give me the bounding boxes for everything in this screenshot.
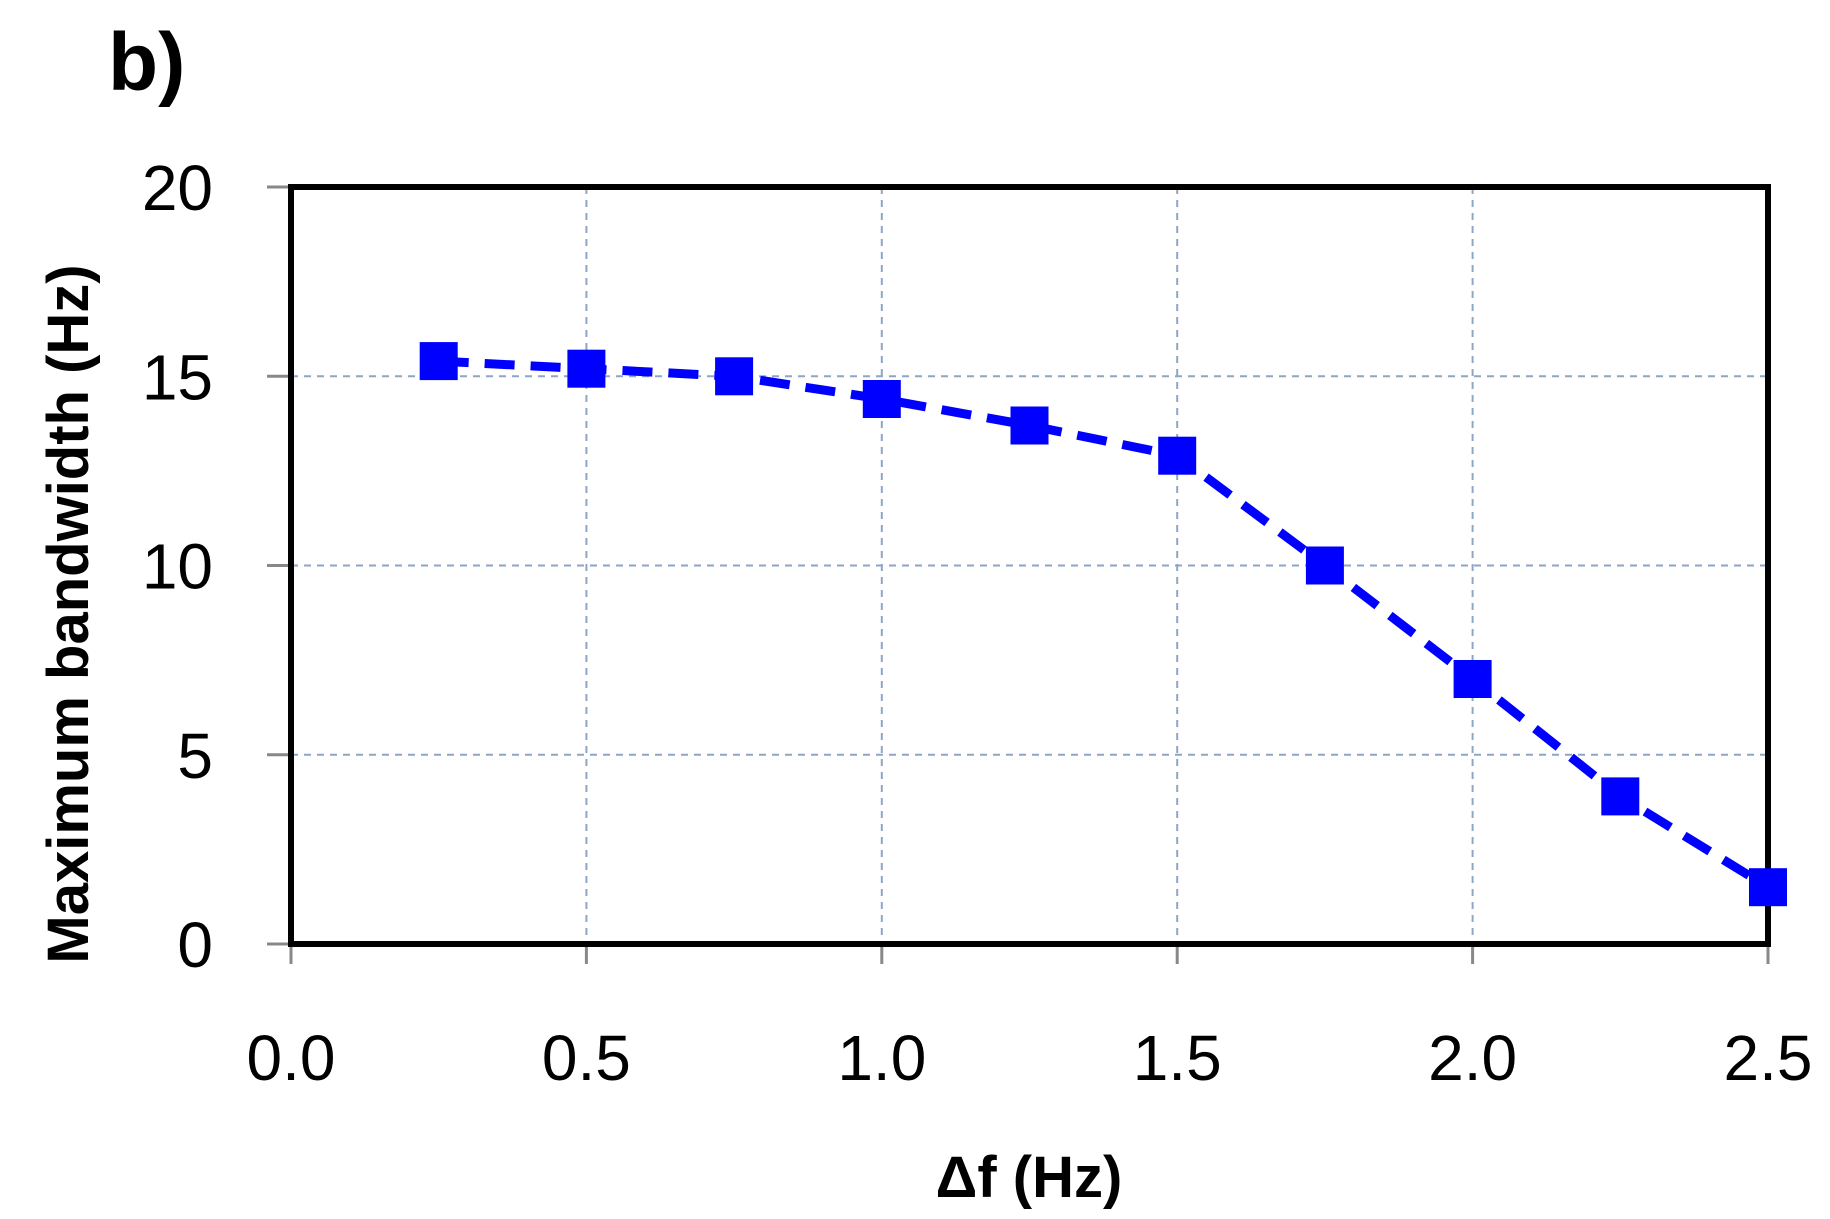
axis-ticks bbox=[267, 185, 1770, 964]
grid bbox=[291, 187, 1768, 944]
data-point bbox=[567, 349, 606, 388]
series-line bbox=[438, 356, 1771, 892]
y-axis-title: Maximum bandwidth (Hz) bbox=[36, 264, 101, 963]
data-point bbox=[1749, 868, 1787, 907]
data-point bbox=[715, 357, 754, 396]
y-tick-label: 20 bbox=[142, 152, 213, 224]
panel-label: b) bbox=[108, 17, 185, 108]
data-point bbox=[419, 342, 458, 381]
data-point bbox=[1601, 777, 1640, 816]
y-tick-label: 5 bbox=[177, 720, 213, 792]
data-point bbox=[862, 380, 901, 418]
y-tick-label: 0 bbox=[177, 909, 213, 981]
data-point bbox=[1158, 436, 1197, 475]
series bbox=[419, 342, 1787, 907]
data-point bbox=[1010, 406, 1049, 445]
y-tick-label: 15 bbox=[142, 341, 213, 413]
x-tick-label: 0.5 bbox=[542, 1022, 631, 1094]
x-tick-label: 2.5 bbox=[1724, 1022, 1813, 1094]
plot-area-border bbox=[288, 184, 1771, 947]
x-tick-label: 1.5 bbox=[1133, 1022, 1222, 1094]
x-tick-label: 2.0 bbox=[1428, 1022, 1517, 1094]
y-tick-label: 10 bbox=[142, 531, 213, 603]
x-axis-title: Δf (Hz) bbox=[936, 1145, 1123, 1210]
tick-labels: 0.0 0.5 1.0 1.5 2.0 2.5 0 5 10 15 20 bbox=[142, 152, 1813, 1094]
x-tick-label: 0.0 bbox=[247, 1022, 336, 1094]
x-tick-label: 1.0 bbox=[837, 1022, 926, 1094]
data-point bbox=[1305, 546, 1344, 585]
data-point bbox=[1453, 660, 1492, 698]
